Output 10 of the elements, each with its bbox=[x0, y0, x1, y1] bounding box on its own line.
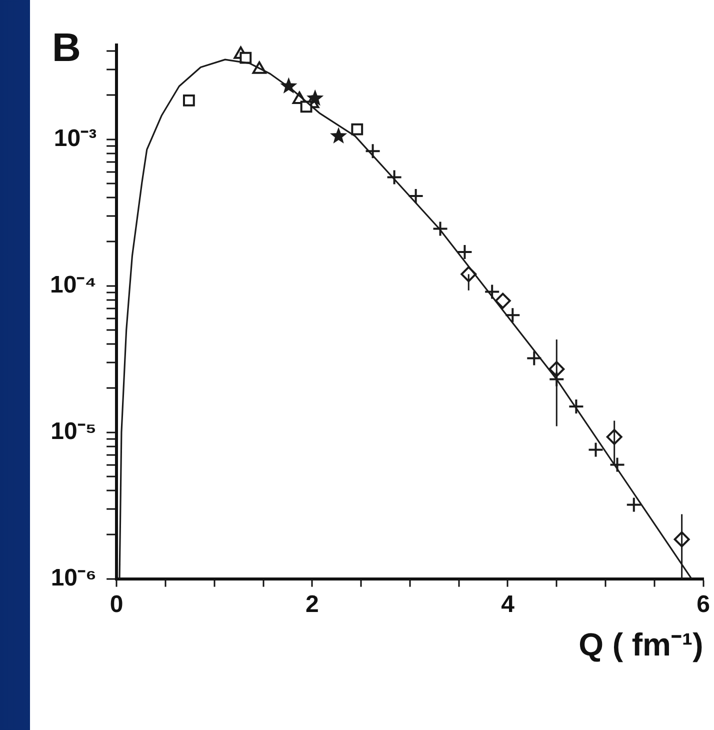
x-tick-label: 6 bbox=[696, 590, 710, 618]
y-tick-label: 10⁻⁶ bbox=[50, 564, 97, 592]
y-tick-label: 10⁻³ bbox=[54, 124, 97, 152]
text: B bbox=[52, 26, 81, 70]
x-tick-label: 4 bbox=[501, 590, 516, 618]
y-tick-label: 10⁻⁵ bbox=[50, 418, 97, 445]
x-tick-label: 0 bbox=[110, 590, 124, 618]
y-tick-label: 10⁻⁴ bbox=[50, 271, 97, 298]
x-tick-label: 2 bbox=[305, 590, 319, 618]
x-axis-title: Q ( fm⁻¹) bbox=[578, 626, 704, 663]
